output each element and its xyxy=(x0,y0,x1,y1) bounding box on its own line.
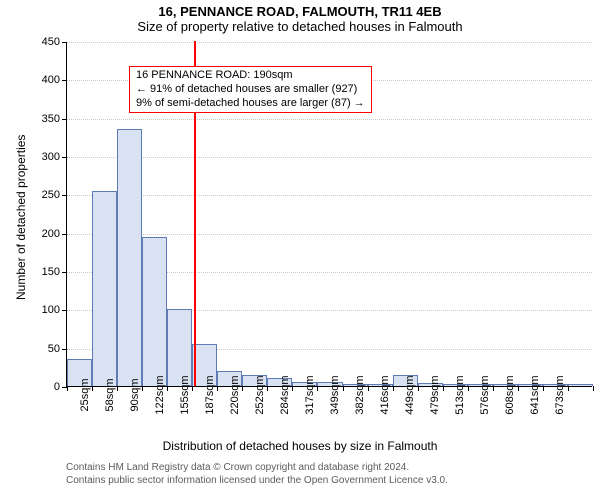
ytick-mark xyxy=(62,119,67,120)
xtick-label: 641sqm xyxy=(529,375,541,414)
xtick-label: 317sqm xyxy=(304,375,316,414)
xtick-mark xyxy=(267,386,268,391)
xtick-mark xyxy=(217,386,218,391)
ytick-label: 0 xyxy=(0,381,60,393)
ytick-label: 100 xyxy=(0,304,60,316)
xtick-mark xyxy=(167,386,168,391)
xtick-mark xyxy=(468,386,469,391)
xtick-label: 187sqm xyxy=(204,375,216,414)
ytick-mark xyxy=(62,349,67,350)
xtick-mark xyxy=(317,386,318,391)
xtick-mark xyxy=(92,386,93,391)
histogram-bar xyxy=(142,237,167,387)
xtick-mark xyxy=(117,386,118,391)
xtick-mark xyxy=(192,386,193,391)
footer-attribution: Contains HM Land Registry data © Crown c… xyxy=(66,461,448,487)
annotation-line-1: 16 PENNANCE ROAD: 190sqm xyxy=(136,69,365,83)
xtick-mark xyxy=(593,386,594,391)
xtick-mark xyxy=(142,386,143,391)
xtick-label: 155sqm xyxy=(179,375,191,414)
gridline-h xyxy=(67,157,592,158)
xtick-label: 416sqm xyxy=(379,375,391,414)
xtick-label: 252sqm xyxy=(254,375,266,414)
footer-line-2: Contains public sector information licen… xyxy=(66,474,448,487)
xtick-mark xyxy=(343,386,344,391)
ytick-label: 450 xyxy=(0,36,60,48)
xtick-mark xyxy=(242,386,243,391)
ytick-mark xyxy=(62,80,67,81)
annotation-line-3: 9% of semi-detached houses are larger (8… xyxy=(136,97,365,111)
ytick-label: 50 xyxy=(0,343,60,355)
xtick-mark xyxy=(393,386,394,391)
xtick-label: 513sqm xyxy=(454,375,466,414)
xtick-label: 576sqm xyxy=(479,375,491,414)
xtick-label: 284sqm xyxy=(279,375,291,414)
xtick-label: 673sqm xyxy=(554,375,566,414)
gridline-h xyxy=(67,42,592,43)
xtick-mark xyxy=(418,386,419,391)
xtick-label: 349sqm xyxy=(329,375,341,414)
ytick-mark xyxy=(62,157,67,158)
xtick-mark xyxy=(493,386,494,391)
xtick-label: 479sqm xyxy=(429,375,441,414)
chart-plot-area: 16 PENNANCE ROAD: 190sqm← 91% of detache… xyxy=(66,42,592,387)
ytick-mark xyxy=(62,42,67,43)
xtick-label: 382sqm xyxy=(354,375,366,414)
xtick-label: 58sqm xyxy=(104,378,116,411)
footer-line-1: Contains HM Land Registry data © Crown c… xyxy=(66,461,448,474)
ytick-label: 400 xyxy=(0,74,60,86)
xtick-label: 608sqm xyxy=(504,375,516,414)
ytick-mark xyxy=(62,195,67,196)
histogram-bar xyxy=(117,129,142,386)
xtick-label: 25sqm xyxy=(79,378,91,411)
xtick-label: 90sqm xyxy=(129,378,141,411)
chart-subtitle: Size of property relative to detached ho… xyxy=(0,19,600,34)
xtick-mark xyxy=(292,386,293,391)
x-axis-label: Distribution of detached houses by size … xyxy=(0,439,600,453)
xtick-mark xyxy=(67,386,68,391)
xtick-mark xyxy=(368,386,369,391)
ytick-label: 300 xyxy=(0,151,60,163)
annotation-line-2: ← 91% of detached houses are smaller (92… xyxy=(136,83,365,97)
gridline-h xyxy=(67,195,592,196)
ytick-label: 350 xyxy=(0,113,60,125)
gridline-h xyxy=(67,119,592,120)
gridline-h xyxy=(67,234,592,235)
xtick-label: 122sqm xyxy=(154,375,166,414)
histogram-bar xyxy=(568,384,593,386)
xtick-label: 220sqm xyxy=(229,375,241,414)
ytick-label: 150 xyxy=(0,266,60,278)
histogram-bar xyxy=(92,191,117,387)
ytick-mark xyxy=(62,310,67,311)
annotation-box: 16 PENNANCE ROAD: 190sqm← 91% of detache… xyxy=(129,66,372,113)
xtick-mark xyxy=(543,386,544,391)
ytick-mark xyxy=(62,272,67,273)
xtick-mark xyxy=(443,386,444,391)
xtick-mark xyxy=(568,386,569,391)
ytick-label: 250 xyxy=(0,189,60,201)
xtick-label: 449sqm xyxy=(404,375,416,414)
ytick-mark xyxy=(62,234,67,235)
ytick-label: 200 xyxy=(0,228,60,240)
chart-title: 16, PENNANCE ROAD, FALMOUTH, TR11 4EB xyxy=(0,0,600,19)
xtick-mark xyxy=(518,386,519,391)
